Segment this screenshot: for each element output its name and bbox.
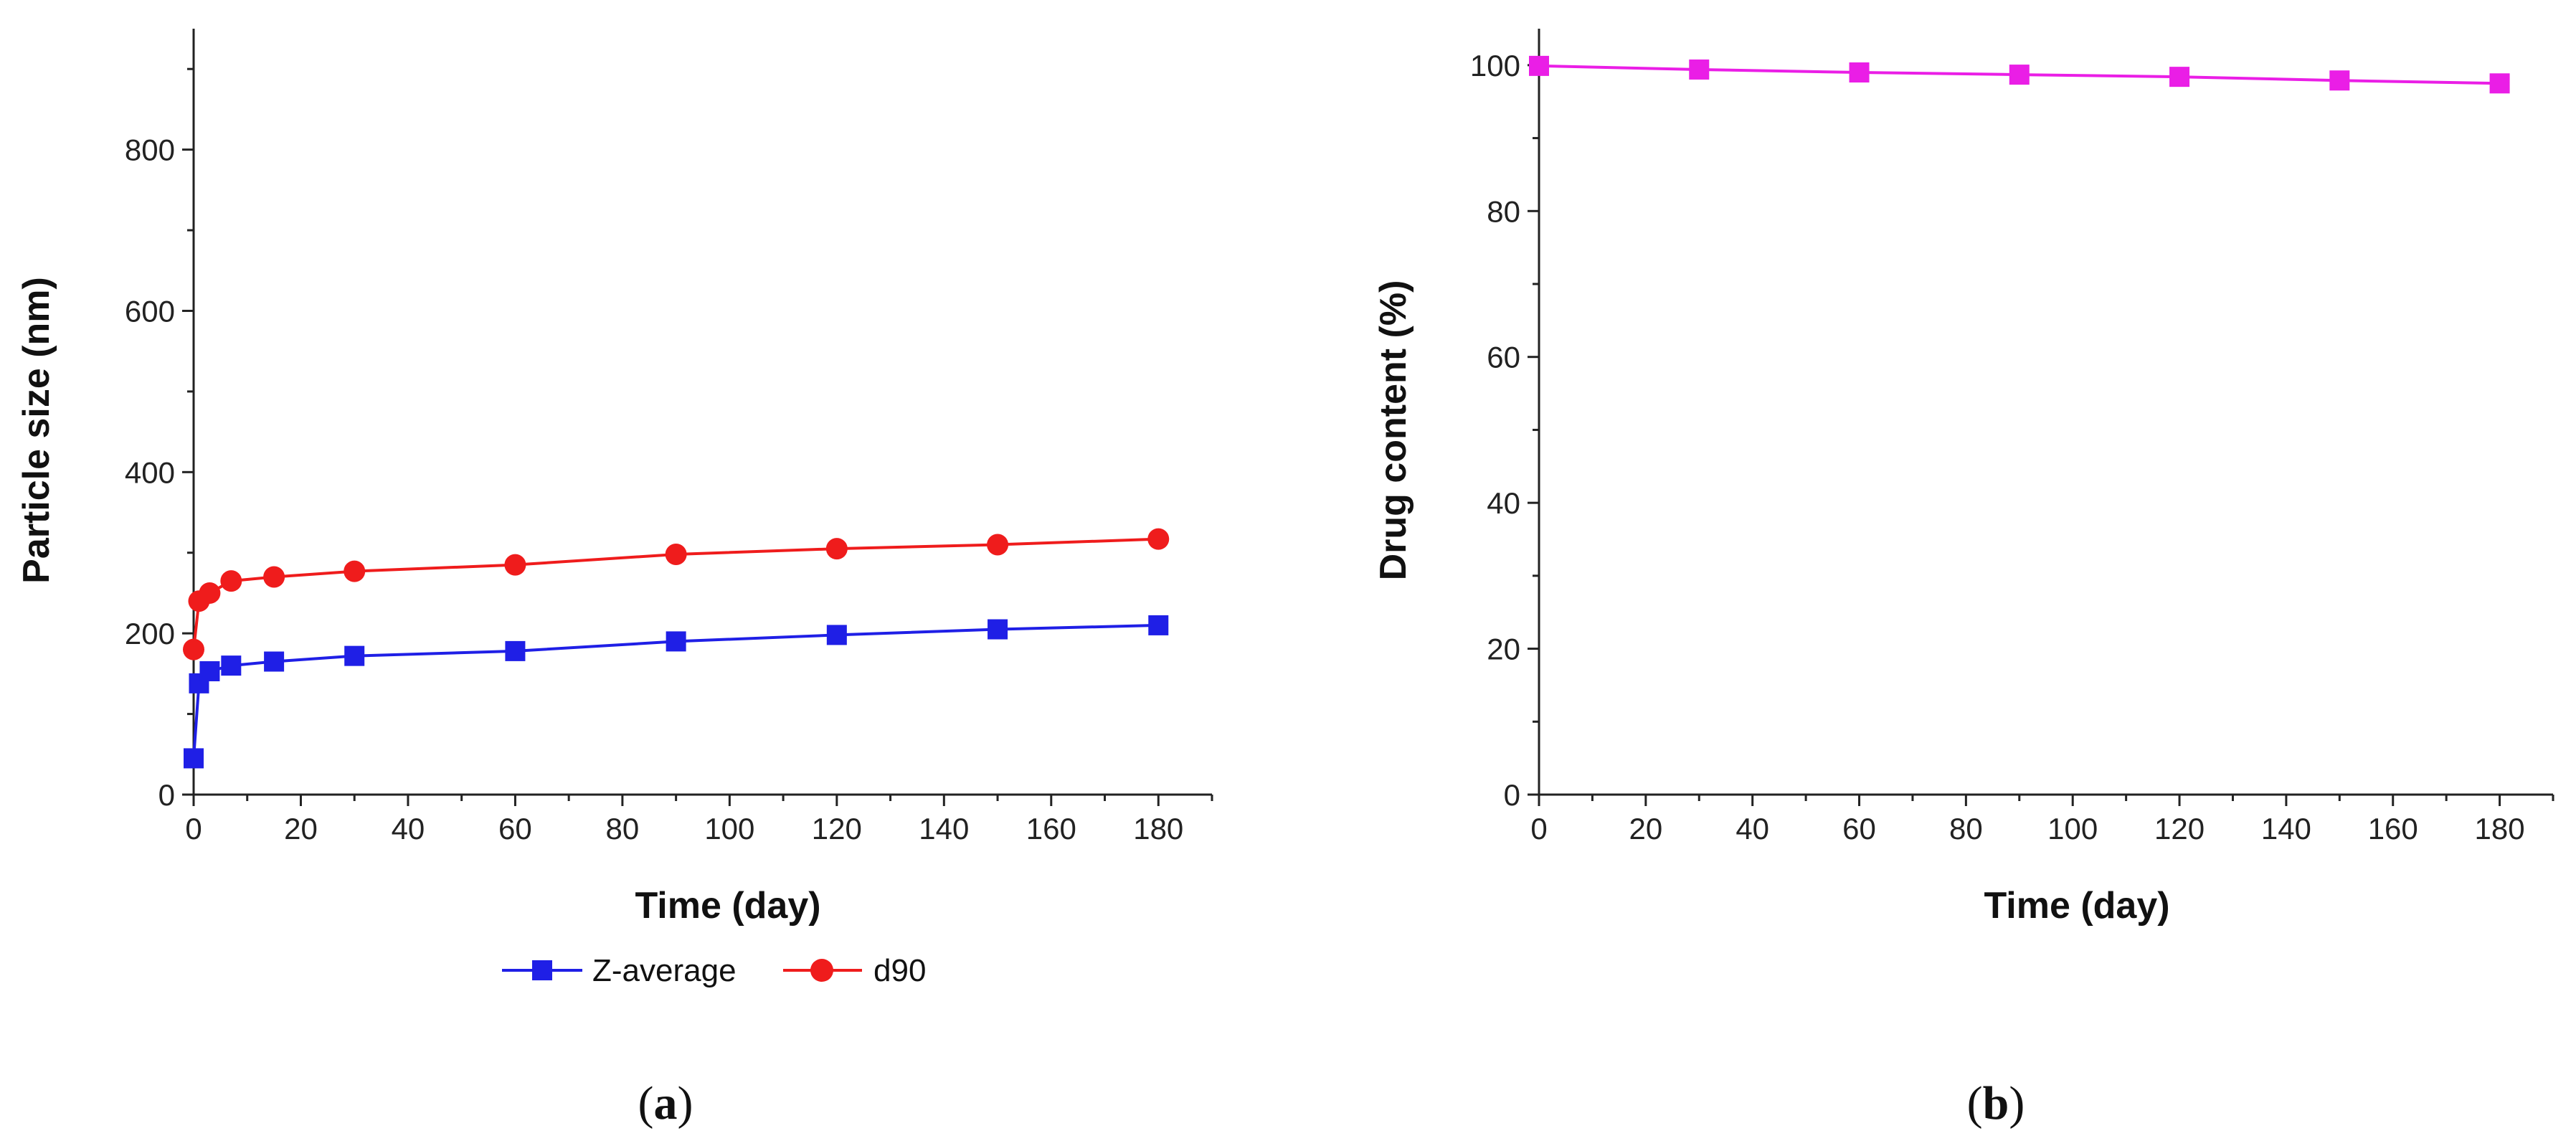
series-group	[1529, 55, 2510, 94]
y-tick-label: 80	[1487, 194, 1520, 228]
data-point-z-average	[505, 640, 526, 661]
y-axis-ticks: 0 20 40 60 80 100	[1470, 49, 1539, 812]
y-tick-label: 400	[125, 455, 175, 489]
legend-label-d90: d90	[873, 953, 926, 988]
data-point-d90	[1147, 528, 1170, 550]
x-tick-label: 80	[1949, 812, 1983, 846]
legend: Z-average d90	[502, 953, 926, 988]
x-tick-label: 160	[2368, 812, 2418, 846]
panel-label-b: (b)	[1967, 1077, 2025, 1130]
data-point-d90	[199, 582, 221, 604]
y-tick-label: 20	[1487, 633, 1520, 666]
data-point-z-average	[988, 619, 1008, 640]
x-tick-label: 140	[2261, 812, 2311, 846]
x-tick-label: 100	[704, 812, 754, 846]
y-axis-ticks: 0 200 400 600 800	[125, 67, 194, 812]
legend-swatch-marker-d90	[810, 959, 833, 982]
y-tick-label: 600	[125, 294, 175, 328]
series-group	[183, 528, 1170, 769]
x-tick-label: 180	[1133, 812, 1183, 846]
x-tick-label: 40	[1736, 812, 1769, 846]
x-tick-label: 120	[2154, 812, 2205, 846]
y-tick-label: 0	[158, 778, 175, 812]
x-tick-label: 120	[812, 812, 862, 846]
data-point-d90	[263, 566, 285, 588]
data-point-drug-content	[2169, 67, 2190, 87]
data-point-drug-content	[2329, 70, 2350, 91]
x-tick-label: 60	[1842, 812, 1876, 846]
panel-a-particle-size-chart: 0 200 400 600 800 0 20 40 60 80 100 120 140 160 180 T…	[16, 29, 1213, 1130]
x-tick-label: 140	[919, 812, 969, 846]
y-tick-label: 800	[125, 133, 175, 167]
x-tick-label: 20	[284, 812, 318, 846]
x-axis-ticks: 0 20 40 60 80 100 120 140 160 180	[185, 795, 1213, 846]
data-point-drug-content	[1529, 55, 1549, 76]
x-tick-label: 80	[606, 812, 640, 846]
data-point-z-average	[199, 660, 220, 681]
panel-label-b-letter: b	[1983, 1077, 2009, 1130]
data-point-drug-content	[1689, 59, 1710, 80]
x-tick-label: 0	[185, 812, 202, 846]
data-point-z-average	[826, 625, 847, 645]
data-point-d90	[504, 554, 526, 576]
y-tick-label: 100	[1470, 49, 1520, 82]
legend-label-z-average: Z-average	[592, 953, 737, 988]
x-axis-title: Time (day)	[635, 885, 820, 927]
data-point-z-average	[666, 631, 686, 652]
panel-b-drug-content-chart: 0 20 40 60 80 100 0 20 40 60 80 100 120 140 160 180 Ti…	[1373, 29, 2554, 1130]
data-point-d90	[987, 534, 1009, 556]
data-point-drug-content	[2009, 65, 2030, 85]
data-point-z-average	[1148, 615, 1169, 635]
y-axis-title: Drug content (%)	[1373, 280, 1414, 581]
data-point-z-average	[221, 655, 242, 676]
data-point-z-average	[264, 651, 285, 672]
x-axis-title: Time (day)	[1984, 885, 2169, 927]
x-tick-label: 60	[498, 812, 532, 846]
data-point-d90	[220, 570, 242, 592]
x-tick-label: 180	[2475, 812, 2525, 846]
panel-label-a-letter: a	[654, 1077, 678, 1130]
y-tick-label: 200	[125, 617, 175, 650]
data-point-d90	[183, 638, 204, 660]
data-point-d90	[344, 560, 366, 582]
panel-label-a: (a)	[638, 1077, 693, 1130]
y-tick-label: 40	[1487, 486, 1520, 520]
x-tick-label: 100	[2047, 812, 2098, 846]
y-tick-label: 0	[1504, 778, 1520, 812]
y-tick-label: 60	[1487, 341, 1520, 374]
x-axis-ticks: 0 20 40 60 80 100 120 140 160 180	[1530, 795, 2554, 846]
x-tick-label: 160	[1026, 812, 1076, 846]
data-point-z-average	[344, 645, 365, 666]
x-tick-label: 20	[1629, 812, 1662, 846]
data-point-d90	[825, 538, 848, 560]
x-tick-label: 40	[392, 812, 425, 846]
data-point-drug-content	[2489, 73, 2510, 94]
legend-swatch-marker-z-average	[532, 960, 552, 980]
y-axis-title: Particle size (nm)	[16, 277, 57, 584]
data-point-d90	[665, 543, 687, 565]
data-point-drug-content	[1849, 62, 1870, 83]
data-point-z-average	[184, 748, 204, 769]
x-tick-label: 0	[1530, 812, 1547, 846]
